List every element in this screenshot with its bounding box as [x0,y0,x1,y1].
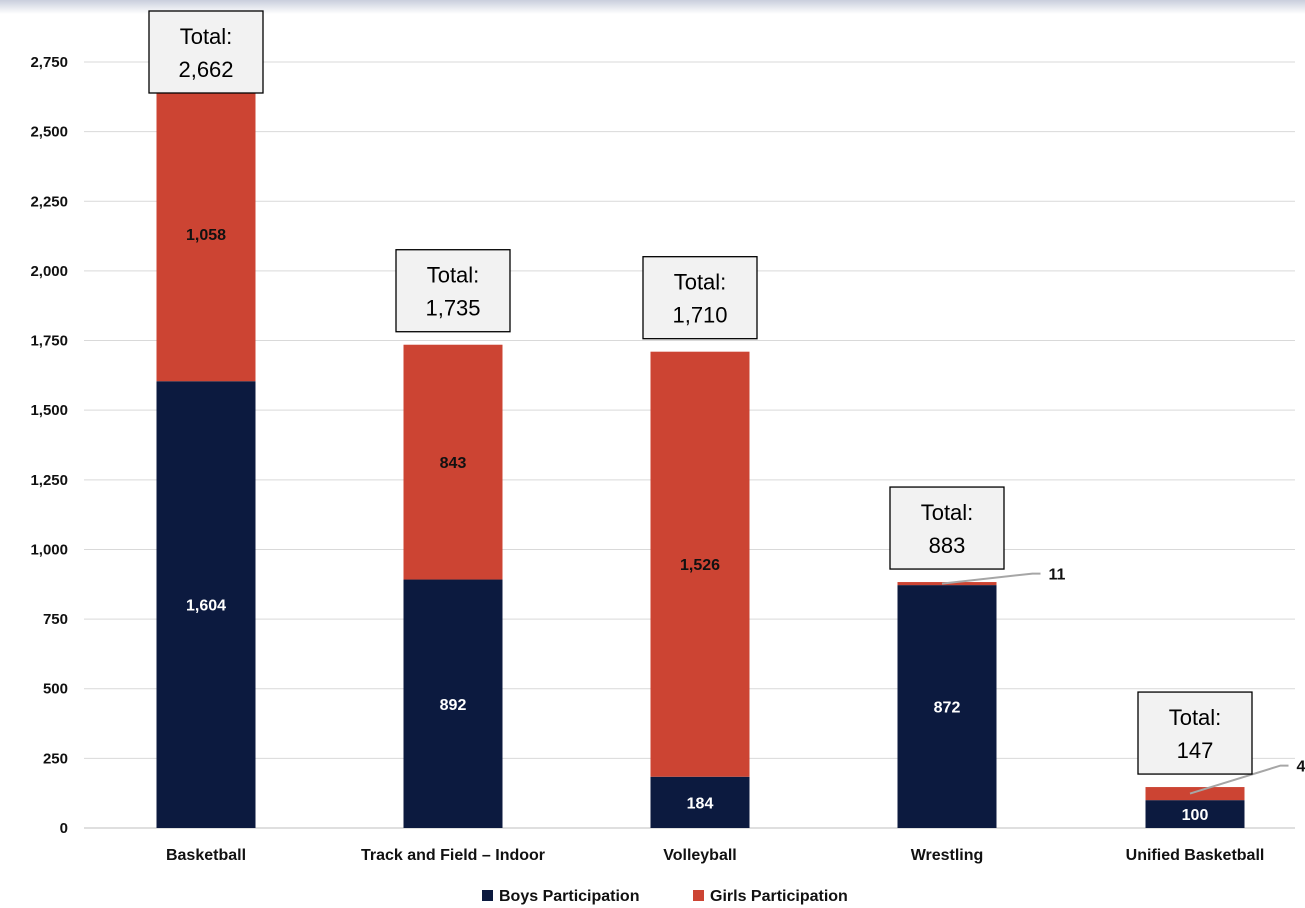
legend-swatch-girls [693,890,704,901]
legend-swatch-boys [482,890,493,901]
total-value: 1,735 [425,296,480,321]
total-value: 147 [1177,738,1214,763]
y-tick-label: 750 [43,611,68,628]
callouts: 11 47 [941,567,1305,795]
total-prefix: Total: [427,263,480,288]
total-value: 2,662 [178,57,233,82]
y-tick-label: 2,500 [30,124,68,141]
total-box [148,10,264,94]
total-box [395,249,511,333]
data-label-boys: 872 [934,700,961,717]
y-tick-label: 500 [43,681,68,698]
x-category-label: Track and Field – Indoor [361,847,545,864]
data-label-girls: 1,058 [186,227,226,244]
bar-boys [156,381,256,828]
bar-girls [403,344,503,580]
legend-label-boys: Boys Participation [499,888,639,905]
y-tick-label: 0 [60,820,68,837]
bar-girls [156,86,256,382]
x-category-label: Unified Basketball [1126,847,1265,864]
x-category-label: Wrestling [911,847,984,864]
legend-label-girls: Girls Participation [710,888,848,905]
bars: 1,604 1,058 892 843 184 1,526 872 100 [156,86,1245,828]
bar-boys [650,776,750,828]
data-label-boys: 100 [1182,807,1209,824]
total-box [642,256,758,340]
total-box [889,486,1005,570]
x-category-label: Basketball [166,847,246,864]
callout-leader-line [1189,764,1289,795]
y-tick-label: 1,750 [30,333,68,350]
data-label-boys: 184 [687,795,714,812]
bar-boys [403,579,503,828]
x-category-label: Volleyball [663,847,737,864]
bar-girls [1145,787,1245,801]
total-prefix: Total: [180,24,233,49]
y-tick-label: 1,000 [30,541,68,558]
total-value: 1,710 [672,303,727,328]
callout-leader-line [941,572,1041,585]
top-shadow-bar [0,0,1305,14]
x-axis: Basketball Track and Field – Indoor Volley… [166,847,1264,864]
y-tick-label: 2,250 [30,193,68,210]
legend: Boys Participation Girls Participation [482,888,848,905]
bar-boys [1145,800,1245,828]
data-label-boys: 1,604 [186,598,226,615]
total-boxes: Total: 2,662 Total: 1,735 Total: 1,710 Total: 8… [148,10,1253,775]
data-label-girls: 1,526 [680,557,720,574]
y-tick-label: 2,750 [30,54,68,71]
total-prefix: Total: [921,500,974,525]
y-tick-label: 250 [43,750,68,767]
data-label-girls-callout: 11 [1049,567,1066,584]
y-axis: 0 250 500 750 1,000 1,250 1,500 1,750 2,000 2,250… [30,54,68,837]
data-label-girls: 843 [440,455,467,472]
y-tick-label: 1,500 [30,402,68,419]
y-tick-label: 2,000 [30,263,68,280]
data-label-boys: 892 [440,697,467,714]
total-box [1137,691,1253,775]
bar-girls [650,351,750,777]
total-prefix: Total: [674,270,727,295]
bar-boys [897,585,997,828]
y-tick-label: 1,250 [30,472,68,489]
data-label-girls-callout: 47 [1297,759,1305,776]
total-value: 883 [929,533,966,558]
total-prefix: Total: [1169,705,1222,730]
